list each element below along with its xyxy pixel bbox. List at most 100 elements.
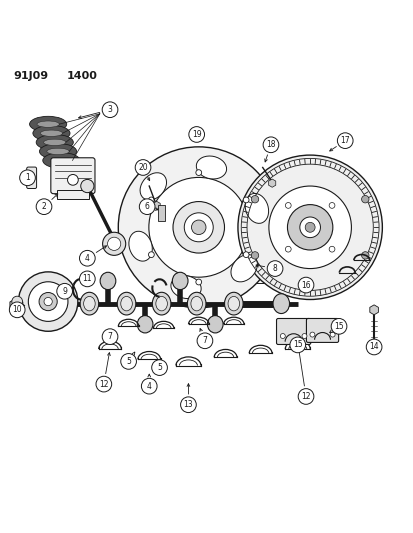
Text: 5: 5: [126, 357, 131, 366]
Circle shape: [263, 137, 278, 152]
Circle shape: [251, 196, 258, 203]
Circle shape: [121, 353, 136, 369]
Circle shape: [81, 180, 94, 192]
Circle shape: [330, 319, 346, 334]
Text: 7: 7: [202, 336, 207, 345]
Ellipse shape: [37, 121, 59, 127]
Ellipse shape: [172, 272, 188, 289]
Ellipse shape: [39, 143, 76, 159]
Text: 11: 11: [82, 274, 92, 284]
Circle shape: [328, 246, 334, 252]
Text: 5: 5: [157, 363, 161, 372]
Ellipse shape: [50, 157, 72, 164]
Circle shape: [151, 360, 167, 375]
Circle shape: [28, 282, 68, 321]
Text: 15: 15: [292, 341, 302, 350]
Circle shape: [237, 155, 382, 300]
Text: 10: 10: [12, 305, 22, 314]
Circle shape: [287, 205, 332, 250]
Circle shape: [285, 246, 290, 252]
Circle shape: [180, 397, 196, 413]
Circle shape: [268, 186, 351, 269]
Circle shape: [39, 293, 57, 311]
Ellipse shape: [190, 296, 202, 311]
Circle shape: [299, 217, 320, 238]
Circle shape: [301, 334, 306, 338]
Ellipse shape: [83, 296, 95, 311]
Circle shape: [184, 213, 213, 242]
Circle shape: [337, 133, 352, 149]
Circle shape: [96, 376, 112, 392]
Circle shape: [243, 252, 248, 257]
Text: 16: 16: [301, 280, 310, 289]
Circle shape: [195, 279, 201, 285]
Circle shape: [44, 297, 52, 306]
Text: 1: 1: [25, 173, 30, 182]
Text: 15: 15: [333, 322, 343, 331]
Circle shape: [304, 222, 314, 232]
Ellipse shape: [43, 152, 80, 168]
Text: 1400: 1400: [66, 70, 97, 80]
Circle shape: [148, 252, 154, 257]
Ellipse shape: [207, 316, 223, 333]
Circle shape: [328, 203, 334, 208]
Circle shape: [267, 261, 282, 277]
Ellipse shape: [196, 156, 226, 179]
Ellipse shape: [121, 296, 132, 311]
Bar: [158, 205, 164, 221]
Bar: [57, 190, 89, 199]
Ellipse shape: [117, 292, 135, 315]
Ellipse shape: [137, 316, 152, 333]
Circle shape: [285, 203, 290, 208]
Ellipse shape: [40, 130, 62, 136]
Circle shape: [19, 272, 78, 332]
Circle shape: [289, 337, 305, 353]
Text: 91J09: 91J09: [13, 70, 48, 80]
Circle shape: [9, 302, 25, 318]
FancyBboxPatch shape: [51, 158, 95, 193]
Circle shape: [243, 197, 248, 203]
Circle shape: [297, 277, 313, 293]
Circle shape: [280, 334, 285, 338]
Circle shape: [102, 232, 126, 255]
Circle shape: [135, 160, 150, 175]
Circle shape: [79, 251, 95, 266]
Circle shape: [79, 271, 95, 287]
Circle shape: [102, 329, 118, 344]
Text: 6: 6: [145, 202, 149, 211]
Circle shape: [141, 378, 157, 394]
Circle shape: [57, 284, 72, 299]
Ellipse shape: [36, 134, 73, 150]
Bar: [153, 196, 268, 283]
Circle shape: [309, 332, 314, 337]
Ellipse shape: [33, 125, 70, 141]
Circle shape: [191, 220, 206, 235]
Circle shape: [195, 169, 201, 175]
Text: 14: 14: [368, 343, 378, 351]
Circle shape: [329, 332, 334, 337]
Text: 9: 9: [62, 287, 67, 296]
Ellipse shape: [228, 296, 239, 311]
Circle shape: [67, 174, 78, 185]
Ellipse shape: [43, 139, 66, 146]
FancyBboxPatch shape: [26, 167, 36, 189]
Circle shape: [148, 197, 154, 203]
Ellipse shape: [272, 294, 289, 313]
Circle shape: [361, 196, 368, 203]
Ellipse shape: [224, 292, 242, 315]
Circle shape: [20, 170, 35, 185]
Circle shape: [118, 147, 278, 308]
Ellipse shape: [155, 296, 167, 311]
Ellipse shape: [100, 272, 116, 289]
Text: 20: 20: [138, 163, 147, 172]
Circle shape: [12, 296, 22, 307]
Circle shape: [149, 177, 248, 277]
Text: 17: 17: [339, 136, 349, 145]
Circle shape: [251, 252, 258, 259]
Text: 12: 12: [99, 379, 108, 389]
Circle shape: [366, 339, 381, 355]
Circle shape: [139, 199, 154, 214]
Text: 13: 13: [183, 400, 193, 409]
Circle shape: [188, 127, 204, 142]
Text: 19: 19: [191, 130, 201, 139]
